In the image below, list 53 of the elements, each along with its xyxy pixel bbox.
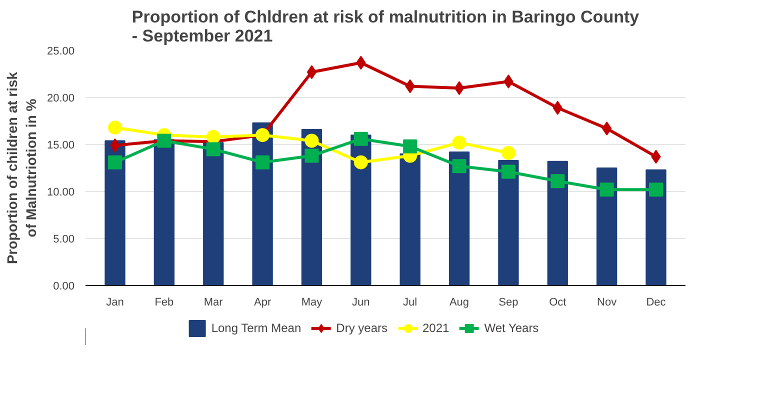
legend-label: Dry years: [336, 321, 388, 335]
x-tick-label: Jun: [352, 296, 370, 308]
point: [501, 146, 516, 160]
y-tick-label: 10.00: [46, 186, 75, 198]
legend-label: Wet Years: [484, 321, 539, 335]
point: [306, 65, 317, 80]
point: [256, 155, 270, 170]
bar: [498, 160, 519, 286]
x-tick-label: Feb: [154, 296, 174, 308]
point: [354, 155, 368, 170]
point: [454, 81, 464, 96]
point: [452, 159, 466, 174]
x-tick-label: Sep: [498, 296, 518, 308]
x-tick-label: Aug: [449, 296, 470, 308]
x-tick-label: Dec: [646, 296, 666, 308]
bar: [203, 142, 224, 286]
point: [304, 134, 319, 148]
x-tick-label: Jan: [106, 296, 124, 308]
y-axis-title: Proportion of children at risk of Malnutriotion in %: [4, 72, 39, 264]
point: [304, 148, 319, 163]
chart-title: Proportion of Chldren at risk of malnutrition in Baringo County - September 2021: [132, 8, 640, 46]
bar: [154, 139, 175, 286]
legend-label: Long Term Mean: [211, 321, 302, 335]
x-tick-label: Jul: [403, 296, 418, 308]
point: [648, 182, 663, 197]
bar: [547, 160, 568, 286]
x-tick-label: Mar: [204, 296, 224, 308]
x-tick-label: Nov: [597, 296, 618, 308]
y-tick-label: 5.00: [53, 234, 75, 246]
bar: [400, 153, 420, 286]
x-tick-label: Oct: [549, 296, 566, 308]
bar: [596, 168, 618, 286]
point: [206, 142, 220, 156]
point: [108, 155, 122, 170]
y-tick-label: 0.00: [53, 280, 75, 292]
point: [550, 174, 565, 188]
legend-label: 2021: [422, 321, 450, 335]
point: [206, 130, 220, 144]
point: [403, 139, 418, 154]
point: [602, 122, 612, 136]
point: [354, 132, 368, 146]
y-tick-label: 25.00: [46, 46, 75, 58]
y-tick-label: 20.00: [46, 92, 75, 104]
point: [452, 136, 466, 150]
x-tick-label: May: [301, 296, 323, 308]
point: [501, 164, 516, 179]
bar: [646, 169, 666, 286]
point: [108, 120, 122, 135]
point: [256, 128, 270, 142]
y-tick-label: 15.00: [46, 140, 75, 152]
x-tick-label: Apr: [254, 296, 272, 308]
bar: [448, 152, 470, 286]
point: [600, 182, 614, 197]
